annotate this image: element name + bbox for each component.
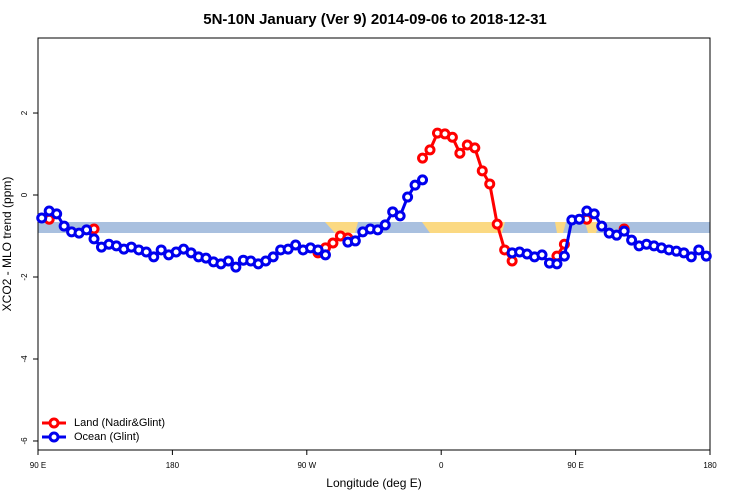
legend-marker bbox=[48, 417, 60, 429]
y-axis-label: XCO2 - MLO trend (ppm) bbox=[0, 177, 14, 312]
data-point bbox=[469, 142, 481, 154]
data-point bbox=[596, 220, 608, 232]
data-point bbox=[551, 258, 563, 270]
plot-frame bbox=[37, 37, 711, 451]
land-patch bbox=[555, 222, 566, 233]
data-point bbox=[409, 179, 421, 191]
data-point bbox=[312, 244, 324, 256]
data-point bbox=[588, 208, 600, 220]
data-point bbox=[36, 212, 48, 224]
data-point bbox=[379, 219, 391, 231]
data-point bbox=[491, 218, 503, 230]
data-point bbox=[327, 237, 339, 249]
data-point bbox=[573, 213, 585, 225]
data-point bbox=[372, 224, 384, 236]
x-tick-label: 90 E bbox=[567, 461, 583, 470]
data-point bbox=[267, 251, 279, 263]
data-point bbox=[417, 152, 429, 164]
y-tick-label: -2 bbox=[20, 273, 29, 281]
data-point bbox=[148, 251, 160, 263]
land-patch bbox=[325, 222, 358, 233]
data-point bbox=[402, 191, 414, 203]
data-point bbox=[319, 249, 331, 261]
y-tick-label: 0 bbox=[20, 192, 29, 197]
chart-title: 5N-10N January (Ver 9) 2014-09-06 to 201… bbox=[203, 11, 547, 28]
data-point bbox=[222, 255, 234, 267]
legend-label: Ocean (Glint) bbox=[74, 431, 139, 443]
data-point bbox=[230, 261, 242, 273]
data-point bbox=[88, 233, 100, 245]
data-point bbox=[454, 147, 466, 159]
data-point bbox=[626, 234, 638, 246]
x-tick-label: 180 bbox=[703, 461, 717, 470]
x-tick-label: 0 bbox=[439, 461, 444, 470]
x-axis-label: Longitude (deg E) bbox=[326, 476, 421, 490]
land-patch bbox=[422, 222, 505, 233]
data-point bbox=[685, 251, 697, 263]
data-point bbox=[51, 208, 63, 220]
data-point bbox=[424, 144, 436, 156]
y-tick-label: -6 bbox=[20, 437, 29, 445]
data-point bbox=[349, 235, 361, 247]
legend-marker bbox=[48, 431, 60, 443]
data-point bbox=[558, 250, 570, 262]
x-tick-label: 180 bbox=[166, 461, 180, 470]
x-tick-label: 90 W bbox=[297, 461, 316, 470]
data-point bbox=[693, 244, 705, 256]
y-tick-label: -4 bbox=[20, 355, 29, 363]
land-patch bbox=[585, 222, 600, 233]
data-point bbox=[417, 174, 429, 186]
data-point bbox=[140, 246, 152, 258]
data-point bbox=[618, 225, 630, 237]
y-tick-label: 2 bbox=[20, 110, 29, 115]
data-point bbox=[700, 250, 712, 262]
data-point bbox=[484, 178, 496, 190]
data-point bbox=[290, 239, 302, 251]
data-point bbox=[476, 165, 488, 177]
data-point bbox=[394, 210, 406, 222]
legend-label: Land (Nadir&Glint) bbox=[74, 417, 165, 429]
data-point bbox=[536, 249, 548, 261]
x-tick-label: 90 E bbox=[30, 461, 46, 470]
data-point bbox=[155, 244, 167, 256]
data-point bbox=[81, 224, 93, 236]
data-point bbox=[446, 131, 458, 143]
data-point bbox=[58, 220, 70, 232]
